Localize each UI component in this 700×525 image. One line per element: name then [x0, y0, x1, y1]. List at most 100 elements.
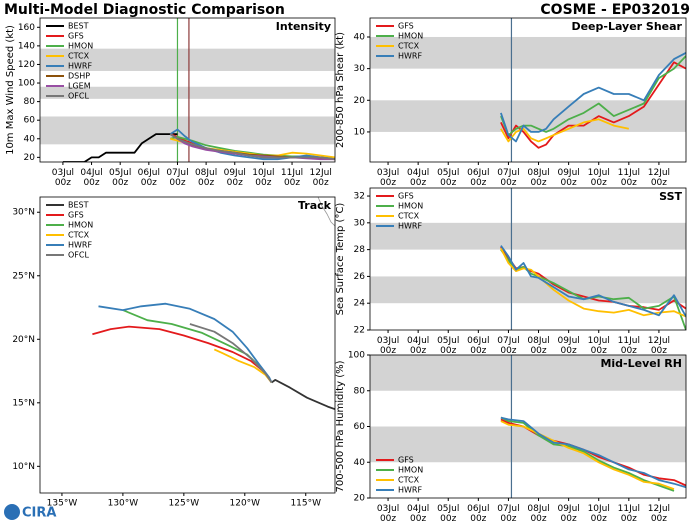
y-tick-label: 32 — [354, 192, 365, 202]
series-line — [92, 325, 273, 384]
y-tick-label: 100 — [348, 351, 365, 361]
y-tick-label: 140 — [18, 41, 35, 51]
series-line — [500, 416, 675, 492]
y-tick-label: 20 — [354, 494, 366, 504]
x-tick-label: 10Jul 00z — [588, 168, 610, 188]
y-tick-label: 40 — [354, 458, 366, 468]
x-tick-label: 08Jul 00z — [195, 168, 217, 188]
panel: 135°W 130°W 125°W 120°W 115°W 10°N 15°N 20°N 25°… — [12, 196, 336, 509]
y-tick-label: 28 — [354, 245, 366, 255]
panel: 03Jul 00z 04Jul 00z 05Jul 00z 06Jul 00z 07Jul 00z… — [335, 351, 687, 524]
y-tick-label: 10 — [354, 127, 366, 137]
x-tick-label: 115°W — [290, 499, 321, 509]
shaded-band — [370, 100, 686, 132]
y-tick-label: 160 — [18, 23, 35, 33]
legend-label: CTCX — [398, 476, 420, 485]
x-tick-label: 120°W — [230, 499, 261, 509]
y-tick-label: 80 — [354, 386, 366, 396]
x-tick-label: 04Jul 00z — [80, 168, 102, 188]
y-tick-label: 24 — [354, 299, 366, 309]
x-tick-label: 06Jul 00z — [467, 336, 489, 356]
x-tick-label: 11Jul 00z — [618, 504, 640, 524]
y-tick-label: 22 — [354, 326, 365, 336]
legend-label: HWRF — [68, 62, 92, 71]
legend-label: HMON — [68, 221, 93, 230]
x-tick-label: 09Jul 00z — [557, 336, 579, 356]
series-line — [169, 133, 335, 161]
plot-area — [370, 188, 686, 330]
shaded-band — [40, 86, 335, 99]
plot-area — [92, 302, 335, 411]
series-line — [98, 302, 273, 383]
panel-title: Intensity — [276, 20, 331, 33]
shaded-band — [370, 426, 686, 463]
panel-title: SST — [659, 190, 682, 203]
y-tick-label: 40 — [354, 32, 366, 42]
legend-label: HMON — [398, 32, 423, 41]
x-tick-label: 10Jul 00z — [252, 168, 274, 188]
legend-label: HWRF — [68, 241, 92, 250]
shaded-band — [40, 48, 335, 71]
legend-label: HWRF — [398, 486, 422, 495]
x-tick-label: 03Jul 00z — [377, 504, 399, 524]
x-tick-label: 11Jul 00z — [618, 336, 640, 356]
x-tick-label: 07Jul 00z — [497, 336, 519, 356]
x-tick-label: 08Jul 00z — [527, 336, 549, 356]
series-line — [500, 249, 686, 330]
page-title: Multi-Model Diagnostic Comparison — [4, 2, 285, 18]
x-tick-label: 130°W — [108, 499, 139, 509]
y-tick-label: 26 — [354, 272, 366, 282]
x-tick-label: 09Jul 00z — [557, 168, 579, 188]
x-tick-label: 05Jul 00z — [437, 168, 459, 188]
axes-frame — [369, 187, 687, 331]
legend-label: DSHP — [68, 72, 90, 81]
x-tick-label: 03Jul 00z — [52, 168, 74, 188]
y-axis-label: 700-500 hPa Humidity (%) — [335, 360, 346, 492]
shaded-band — [370, 222, 686, 250]
y-tick-label: 30 — [354, 64, 366, 74]
series-line — [500, 416, 686, 489]
x-tick-label: 07Jul 00z — [497, 504, 519, 524]
legend-label: HMON — [398, 202, 423, 211]
axes-frame — [39, 196, 336, 494]
panel-title: Track — [298, 199, 332, 212]
series-line — [271, 379, 335, 411]
logo-text: CIRA — [22, 506, 56, 521]
legend-label: BEST — [68, 22, 89, 31]
panel: 03Jul 00z 04Jul 00z 05Jul 00z 06Jul 00z 07Jul 00z… — [335, 17, 687, 188]
x-tick-label: 11Jul 00z — [618, 168, 640, 188]
plot-area — [40, 18, 335, 162]
series-line — [500, 55, 686, 136]
y-tick-label: 30 — [354, 218, 366, 228]
series-line — [213, 348, 273, 384]
legend-label: CTCX — [68, 52, 90, 61]
x-tick-label: 09Jul 00z — [557, 504, 579, 524]
plot-area — [370, 18, 686, 162]
y-tick-label: 10°N — [12, 462, 35, 472]
x-tick-label: 10Jul 00z — [588, 336, 610, 356]
x-tick-label: 06Jul 00z — [467, 168, 489, 188]
x-tick-label: 07Jul 00z — [497, 168, 519, 188]
legend-label: HWRF — [398, 222, 422, 231]
series-line — [500, 245, 686, 318]
legend-label: CTCX — [68, 231, 90, 240]
y-axis-label: 200-850 hPa Shear (kt) — [335, 32, 346, 148]
x-tick-label: 07Jul 00z — [166, 168, 188, 188]
legend-label: GFS — [398, 456, 414, 465]
series-line — [500, 247, 686, 318]
x-tick-label: 12Jul 00z — [310, 168, 332, 188]
y-tick-label: 25°N — [12, 271, 35, 281]
x-tick-label: 03Jul 00z — [377, 336, 399, 356]
legend-label: HWRF — [398, 52, 422, 61]
y-tick-label: 100 — [18, 79, 35, 89]
y-axis-label: Sea Surface Temp (°C) — [335, 203, 346, 316]
y-tick-label: 20 — [24, 153, 36, 163]
legend-label: HMON — [398, 466, 423, 475]
panel: 03Jul 00z 04Jul 00z 05Jul 00z 06Jul 00z 07Jul 00z… — [335, 187, 687, 356]
shaded-band — [370, 36, 686, 69]
legend-label: OFCL — [68, 251, 89, 260]
x-tick-label: 12Jul 00z — [648, 504, 670, 524]
shaded-band — [370, 355, 686, 391]
legend-label: LGEM — [68, 82, 91, 91]
x-tick-label: 05Jul 00z — [109, 168, 131, 188]
